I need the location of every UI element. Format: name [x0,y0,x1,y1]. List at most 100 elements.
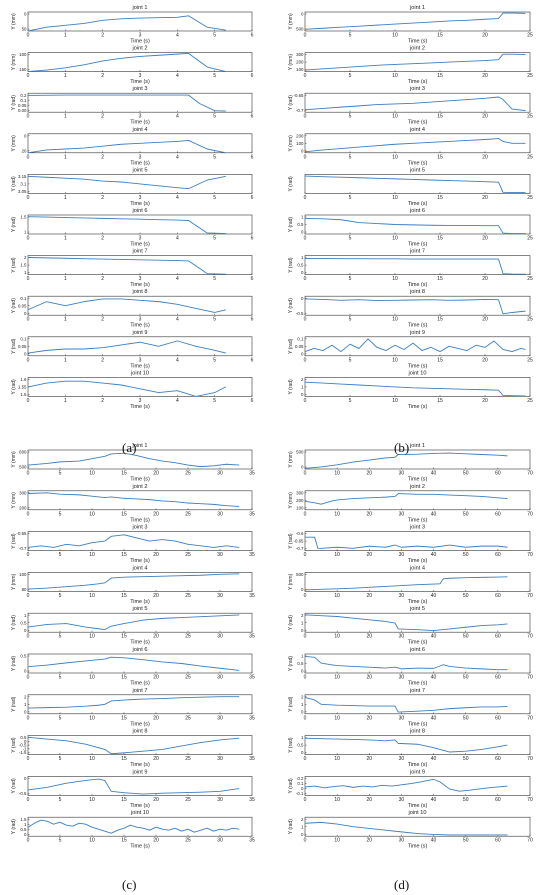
panel-a-joint-3-ytick-label: 0.2 [20,93,27,98]
panel-d-joint-7-xtick-label: 20 [367,715,373,721]
panel-b-joint-7-title: joint 7 [409,249,425,255]
panel-d-joint-2-xtick-label: 40 [431,511,437,517]
panel-d-joint-10-ytick-label: 2 [301,817,304,822]
panel-b-joint-3-xtick-label: 25 [527,114,533,120]
panel-a-joint-2-xtick-label: 2 [101,73,104,79]
panel-c-joint-10-xtick-label: 15 [121,838,127,844]
panel-b-joint-5-series-line [304,175,526,194]
panel-c-joint-2-ytick-label: 300 [19,490,27,495]
panel-b-joint-9-xtick-label: 10 [392,357,398,363]
panel-d-joint-6-series-line [304,656,508,671]
panel-a-joint-9-xlabel: Time (s) [130,363,150,369]
panel-d-joint-7-xtick-label: 70 [527,715,533,721]
panel-d-joint-8-xtick-label: 40 [431,756,437,762]
panel-b-joint-1-ylabel: Y (mm) [288,13,294,30]
panel-c-joint-1-xtick-label: 25 [185,471,191,477]
panel-b-joint-6-xtick-label: 20 [482,236,488,242]
panel-c-joint-1-xtick-label: 10 [89,471,95,477]
panel-b-joint-2-ylabel: Y (mm) [288,54,294,71]
panel-b-joint-1-xtick-label: 25 [527,33,533,39]
panel-a-joint-6-ytick-label: 1 [24,230,27,235]
panel-b-joint-4-xtick-label: 15 [437,154,443,160]
panel-b-joint-4-xtick-label: 5 [349,154,352,160]
panel-b-joint-7-xtick-label: 0 [304,276,307,282]
panel-c-joint-2-series-line [27,492,240,507]
panel-a-joint-1-axes-box [27,11,253,32]
panel-a-joint-8-xlabel: Time (s) [130,323,150,329]
panel-c-joint-7-ytick-label: 0 [24,709,27,714]
panel-c-joint-2-xtick-label: 35 [249,511,255,517]
panel-c-joint-7-xtick-label: 25 [185,715,191,721]
panel-d-joint-8-xtick-label: 10 [334,756,340,762]
panel-label-a: (a) [122,440,137,455]
panel-a-joint-7-xtick-label: 3 [139,276,142,282]
panel-d-joint-2-xtick-label: 30 [399,511,405,517]
panel-a-joint-3-xtick-label: 4 [176,114,179,120]
panel-c-joint-4-axes-box [27,572,253,592]
panel-a-joint-10-xtick-label: 5 [213,398,216,404]
panel-b-joint-5-axes-box [304,174,531,194]
panel-c-joint-4-xtick-label: 20 [153,593,159,599]
panel-c-joint-4-title: joint 4 [132,565,148,571]
panel-c-joint-3-xlabel: Time (s) [130,558,150,564]
panel-a-joint-10-ylabel: Y (rad) [11,379,17,395]
panel-a-joint-4-ytick-label: 0 [24,133,27,138]
panel-a-joint-10-xtick-label: 0 [27,398,30,404]
panel-a-joint-5-xtick-label: 6 [251,195,254,201]
panel-a-joint-6-ytick-label: 1.5 [20,215,27,220]
panel-a-joint-1-xtick-label: 5 [213,33,216,39]
panel-a-joint-7-ytick-label: 2 [24,255,27,260]
panel-c-joint-4-xlabel: Time (s) [130,599,150,605]
panel-d-joint-6-axes-box [304,653,531,674]
panel-a-joint-5-ytick-label: 3.1 [20,182,27,187]
panel-a-joint-7-xtick-label: 0 [27,276,30,282]
panel-d-joint-6-xtick-label: 20 [367,675,373,681]
panel-c-joint-2-xtick-label: 25 [185,511,191,517]
panel-c-joint-5-ytick-label: 0.5 [20,620,27,625]
panel-a-joint-7-series-line [27,257,226,275]
panel-a-joint-4-xtick-label: 3 [139,154,142,160]
panel-d-joint-6-xtick-label: 60 [495,675,501,681]
panel-a-joint-10-ytick-label: 1.5 [20,392,27,397]
panel-d-joint-10-title: joint 10 [407,810,426,816]
panel-d-joint-4-axes-box [304,572,531,592]
panel-b-joint-6-xtick-label: 25 [527,236,533,242]
panel-d-joint-9-ytick-label: 0.2 [297,776,304,781]
panel-d-joint-4-xtick-label: 20 [367,593,373,599]
panel-c-joint-3-ytick-label: -0.65 [16,531,27,536]
panel-d-joint-9-xtick-label: 30 [399,797,405,803]
panel-b-joint-8-xtick-label: 25 [527,317,533,323]
panel-a-joint-9-xtick-label: 3 [139,357,142,363]
panel-b-joint-4-ylabel: Y (mm) [288,135,294,152]
panel-c-joint-7-ylabel: Y (rad) [11,696,17,712]
panel-d-joint-7-ylabel: Y (rad) [288,696,294,712]
panel-c-joint-8-xtick-label: 30 [217,756,223,762]
panel-b-joint-2-title: joint 2 [409,46,425,52]
panel-b-joint-2-ytick-label: 200 [296,60,304,65]
panel-d-joint-1-xtick-label: 70 [527,471,533,477]
panel-c-joint-5-xlabel: Time (s) [130,640,150,646]
panel-c-joint-1-ylabel: Y (mm) [11,451,17,468]
panel-a-joint-8-xtick-label: 6 [251,317,254,323]
panel-c-joint-8-xlabel: Time (s) [130,762,150,768]
panel-a-joint-1-ytick-label: 50 [22,27,27,32]
panel-d-joint-10-xtick-label: 70 [527,838,533,844]
panel-b-joint-4-xtick-label: 0 [304,154,307,160]
panel-c-joint-4-xtick-label: 5 [59,593,62,599]
panel-d-joint-10-xtick-label: 50 [463,838,469,844]
panel-d-joint-3-xtick-label: 10 [334,552,340,558]
panel-a-joint-5-xtick-label: 0 [27,195,30,201]
panel-c-joint-10-xlabel: Time (s) [130,844,150,850]
panel-a-joint-1-xtick-label: 2 [101,33,104,39]
panel-b-joint-1-axes-box [304,11,531,32]
panel-c-joint-2-xtick-label: 0 [27,511,30,517]
panel-c-joint-5-series-line [27,614,240,631]
panel-d-joint-9-ytick-label: -0.1 [296,791,304,796]
panel-b-joint-10-ytick-label: 1 [301,385,304,390]
panel-b-joint-7-ytick-label: 0.5 [297,263,304,268]
panel-a-joint-3-series-line [27,94,226,112]
panel-b-joint-2-xtick-label: 25 [527,73,533,79]
panel-d-joint-4-ytick-label: 0 [301,587,304,592]
